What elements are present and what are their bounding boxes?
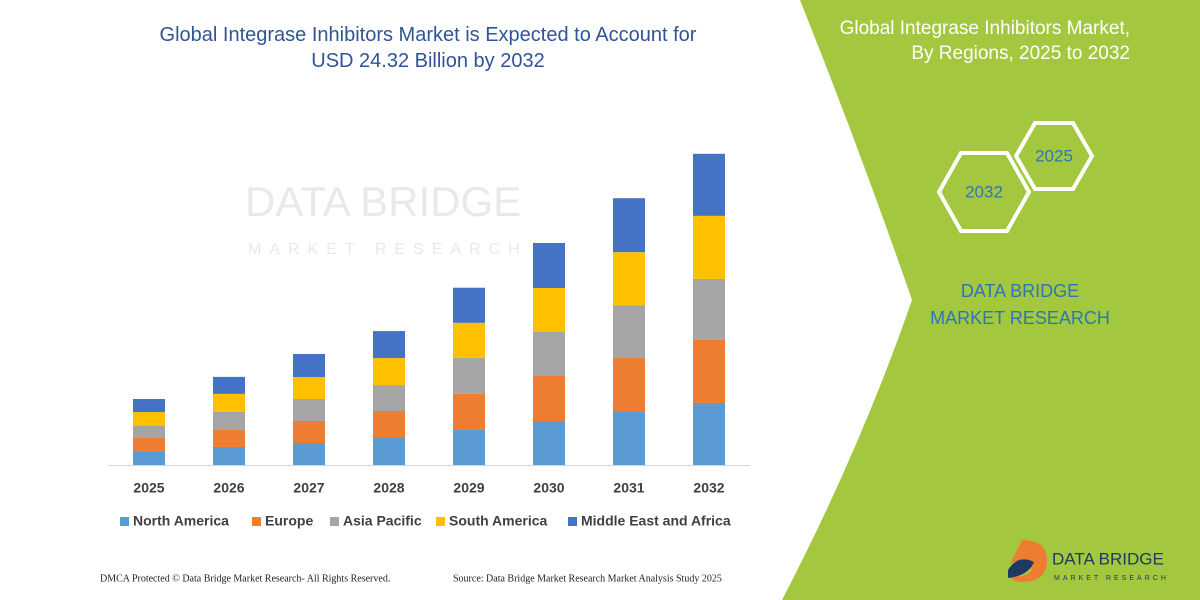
panel-brand: DATA BRIDGE MARKET RESEARCH: [930, 281, 1110, 328]
hex-label: 2025: [1035, 146, 1073, 165]
bar-segment: [693, 402, 725, 465]
bar-segment: [133, 438, 165, 452]
bar-segment: [133, 412, 165, 426]
bar-segment: [533, 331, 565, 376]
legend-label: Asia Pacific: [343, 513, 422, 529]
bar-segment: [293, 399, 325, 422]
hexagon: [1013, 121, 1095, 191]
legend-swatch: [436, 517, 445, 526]
bar-segment: [373, 411, 405, 439]
bar-segment: [453, 429, 485, 465]
x-tick-label: 2029: [453, 480, 484, 496]
bar-segment: [373, 331, 405, 359]
bar-segment: [293, 377, 325, 400]
bar-segment: [613, 412, 645, 465]
bar-segment: [293, 443, 325, 465]
bar-segment: [293, 353, 325, 378]
bar-segment: [213, 393, 245, 412]
bar-segment: [453, 322, 485, 358]
bar-segment: [693, 215, 725, 279]
bar-segment: [133, 399, 165, 413]
x-tick-label: 2026: [213, 480, 244, 496]
x-tick-label: 2027: [293, 480, 324, 496]
legend-swatch: [252, 517, 261, 526]
bar-segment: [613, 198, 645, 253]
footer-rights: DMCA Protected © Data Bridge Market Rese…: [100, 573, 390, 584]
watermark: DATA BRIDGE: [245, 178, 521, 225]
bar-segment: [373, 358, 405, 386]
x-tick-label: 2031: [613, 480, 644, 496]
footer-source: Source: Data Bridge Market Research Mark…: [453, 573, 722, 584]
bar-segment: [453, 393, 485, 430]
x-tick-label: 2032: [693, 480, 724, 496]
bar-segment: [373, 438, 405, 465]
legend-label: Europe: [265, 513, 313, 529]
watermark: MARKET RESEARCH: [248, 241, 528, 258]
legend-swatch: [330, 517, 339, 526]
bar-segment: [613, 305, 645, 359]
chart-title: Global Integrase Inhibitors Market is Ex…: [159, 24, 697, 72]
x-tick-label: 2025: [133, 480, 164, 496]
bar-segment: [613, 358, 645, 413]
bar-segment: [213, 411, 245, 430]
bar-segment: [293, 421, 325, 444]
bar-segment: [213, 446, 245, 465]
bar-segment: [533, 287, 565, 332]
legend-swatch: [120, 517, 129, 526]
bar-segment: [533, 375, 565, 422]
bar-segment: [533, 421, 565, 465]
bar-segment: [453, 357, 485, 394]
bar-segment: [373, 385, 405, 412]
logo-name: DATA BRIDGE: [1052, 549, 1164, 568]
side-panel: [782, 0, 1200, 600]
bar-segment: [213, 376, 245, 394]
bar-segment: [133, 451, 165, 465]
hex-label: 2032: [965, 182, 1003, 201]
bar-segment: [453, 287, 485, 323]
logo-mark: [1008, 559, 1034, 578]
legend-label: Middle East and Africa: [581, 513, 731, 529]
legend-label: North America: [133, 513, 229, 529]
legend-label: South America: [449, 513, 547, 529]
x-tick-label: 2030: [533, 480, 564, 496]
logo-tagline: MARKET RESEARCH: [1054, 575, 1169, 582]
bar-segment: [693, 339, 725, 403]
bar-segment: [133, 425, 165, 439]
hexagon: [936, 151, 1032, 233]
bar-segment: [693, 153, 725, 216]
panel-title: Global Integrase Inhibitors Market, By R…: [839, 18, 1130, 64]
bar-segment: [533, 242, 565, 288]
bar-segment: [613, 252, 645, 306]
legend-swatch: [568, 517, 577, 526]
x-tick-label: 2028: [373, 480, 404, 496]
bar-segment: [693, 278, 725, 340]
bar-segment: [213, 429, 245, 447]
